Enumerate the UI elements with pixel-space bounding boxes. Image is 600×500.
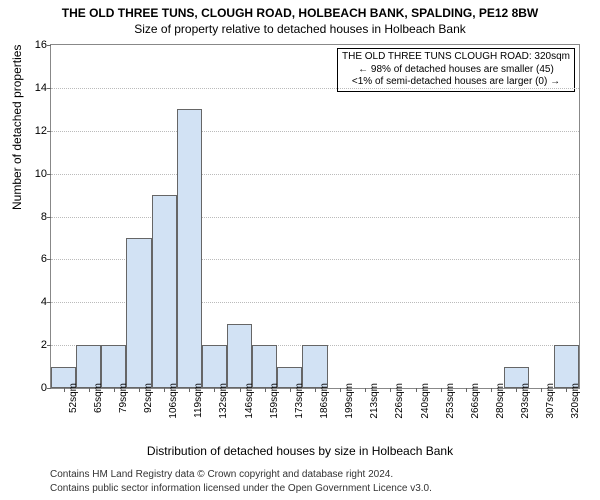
- x-tick-label: 186sqm: [319, 383, 330, 419]
- x-tick-mark: [290, 388, 291, 392]
- x-tick-label: 253sqm: [445, 383, 456, 419]
- x-tick-mark: [240, 388, 241, 392]
- x-tick-mark: [340, 388, 341, 392]
- gridline: [51, 131, 579, 132]
- x-tick-mark: [441, 388, 442, 392]
- y-tick-mark: [47, 45, 51, 46]
- x-tick-mark: [315, 388, 316, 392]
- chart-title-sub: Size of property relative to detached ho…: [0, 20, 600, 36]
- x-tick-mark: [164, 388, 165, 392]
- y-tick-mark: [47, 345, 51, 346]
- x-tick-label: 119sqm: [193, 383, 204, 418]
- histogram-bar: [252, 345, 277, 388]
- histogram-bar: [554, 345, 579, 388]
- x-tick-mark: [390, 388, 391, 392]
- chart-container: THE OLD THREE TUNS, CLOUGH ROAD, HOLBEAC…: [0, 0, 600, 500]
- y-tick-mark: [47, 302, 51, 303]
- x-tick-label: 293sqm: [520, 383, 531, 419]
- x-tick-label: 173sqm: [294, 383, 305, 419]
- infobox-line2: ← 98% of detached houses are smaller (45…: [342, 64, 570, 77]
- histogram-bar: [101, 345, 126, 388]
- x-tick-mark: [365, 388, 366, 392]
- y-tick-label: 12: [23, 125, 47, 137]
- y-tick-label: 0: [23, 382, 47, 394]
- x-tick-mark: [491, 388, 492, 392]
- y-tick-label: 14: [23, 82, 47, 94]
- histogram-bar: [227, 324, 252, 388]
- y-tick-mark: [47, 388, 51, 389]
- y-tick-mark: [47, 88, 51, 89]
- x-tick-label: 146sqm: [244, 383, 255, 419]
- chart-title-main: THE OLD THREE TUNS, CLOUGH ROAD, HOLBEAC…: [0, 0, 600, 20]
- x-tick-mark: [541, 388, 542, 392]
- histogram-bar: [177, 109, 202, 388]
- x-tick-mark: [416, 388, 417, 392]
- y-tick-label: 10: [23, 168, 47, 180]
- histogram-bar: [202, 345, 227, 388]
- x-tick-mark: [114, 388, 115, 392]
- x-tick-mark: [265, 388, 266, 392]
- infobox-line1: THE OLD THREE TUNS CLOUGH ROAD: 320sqm: [342, 51, 570, 64]
- infobox-line3: <1% of semi-detached houses are larger (…: [342, 76, 570, 89]
- x-tick-mark: [139, 388, 140, 392]
- x-tick-label: 199sqm: [344, 383, 355, 419]
- histogram-bar: [302, 345, 327, 388]
- y-tick-label: 6: [23, 253, 47, 265]
- histogram-bar: [126, 238, 151, 388]
- x-tick-label: 320sqm: [570, 383, 581, 419]
- histogram-bar: [152, 195, 177, 388]
- plot-area: THE OLD THREE TUNS CLOUGH ROAD: 320sqm ←…: [50, 44, 580, 389]
- y-tick-label: 4: [23, 296, 47, 308]
- footer-line-2: Contains public sector information licen…: [50, 483, 432, 494]
- x-tick-mark: [189, 388, 190, 392]
- x-tick-label: 240sqm: [420, 383, 431, 419]
- y-tick-label: 2: [23, 339, 47, 351]
- x-tick-mark: [516, 388, 517, 392]
- x-tick-mark: [64, 388, 65, 392]
- y-axis-label: Number of detached properties: [10, 45, 24, 210]
- x-tick-mark: [566, 388, 567, 392]
- y-tick-mark: [47, 131, 51, 132]
- x-tick-label: 213sqm: [369, 383, 380, 419]
- x-axis-label: Distribution of detached houses by size …: [0, 444, 600, 458]
- x-tick-label: 280sqm: [495, 383, 506, 419]
- histogram-bar: [76, 345, 101, 388]
- y-tick-mark: [47, 259, 51, 260]
- info-box: THE OLD THREE TUNS CLOUGH ROAD: 320sqm ←…: [337, 48, 575, 92]
- x-tick-mark: [466, 388, 467, 392]
- gridline: [51, 217, 579, 218]
- x-tick-label: 132sqm: [218, 383, 229, 419]
- y-tick-mark: [47, 217, 51, 218]
- x-tick-label: 159sqm: [269, 383, 280, 419]
- x-tick-mark: [214, 388, 215, 392]
- x-tick-label: 226sqm: [394, 383, 405, 419]
- y-tick-mark: [47, 174, 51, 175]
- x-tick-label: 106sqm: [168, 383, 179, 419]
- x-tick-label: 266sqm: [470, 383, 481, 419]
- x-tick-mark: [89, 388, 90, 392]
- gridline: [51, 88, 579, 89]
- y-tick-label: 16: [23, 39, 47, 51]
- gridline: [51, 174, 579, 175]
- footer-line-1: Contains HM Land Registry data © Crown c…: [50, 469, 393, 480]
- y-tick-label: 8: [23, 211, 47, 223]
- x-tick-label: 307sqm: [545, 383, 556, 419]
